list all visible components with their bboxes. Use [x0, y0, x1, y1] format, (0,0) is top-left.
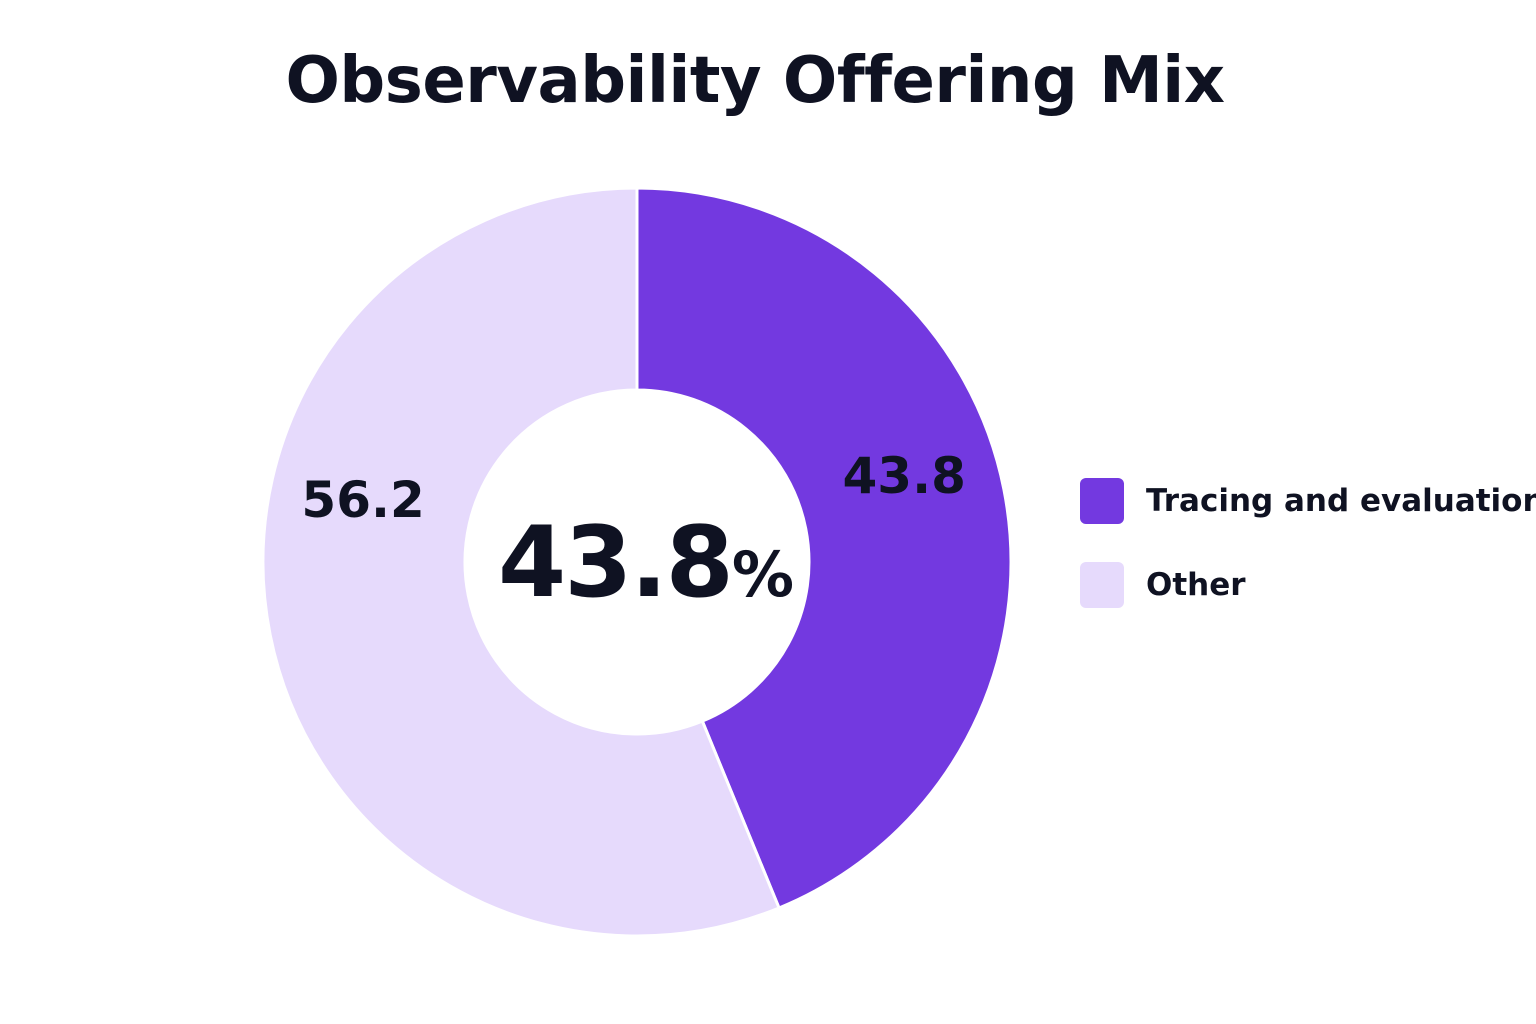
legend-item-other: Other	[1080, 562, 1536, 608]
legend-label-other: Other	[1146, 567, 1246, 603]
center-value: 43.8	[498, 506, 732, 620]
legend-label-tracing: Tracing and evaluation	[1146, 483, 1536, 519]
slice-label-other: 56.2	[301, 471, 424, 529]
center-value-label: 43.8%	[498, 506, 793, 620]
slice-other	[261, 186, 781, 938]
legend-item-tracing: Tracing and evaluation	[1080, 478, 1536, 524]
slice-tracing	[635, 186, 1013, 910]
chart-title: Observability Offering Mix	[285, 44, 1225, 118]
legend-swatch-other	[1080, 562, 1124, 608]
slice-label-tracing: 43.8	[843, 447, 966, 505]
center-unit: %	[732, 538, 793, 611]
legend: Tracing and evaluation Other	[1080, 478, 1536, 646]
legend-swatch-tracing	[1080, 478, 1124, 524]
